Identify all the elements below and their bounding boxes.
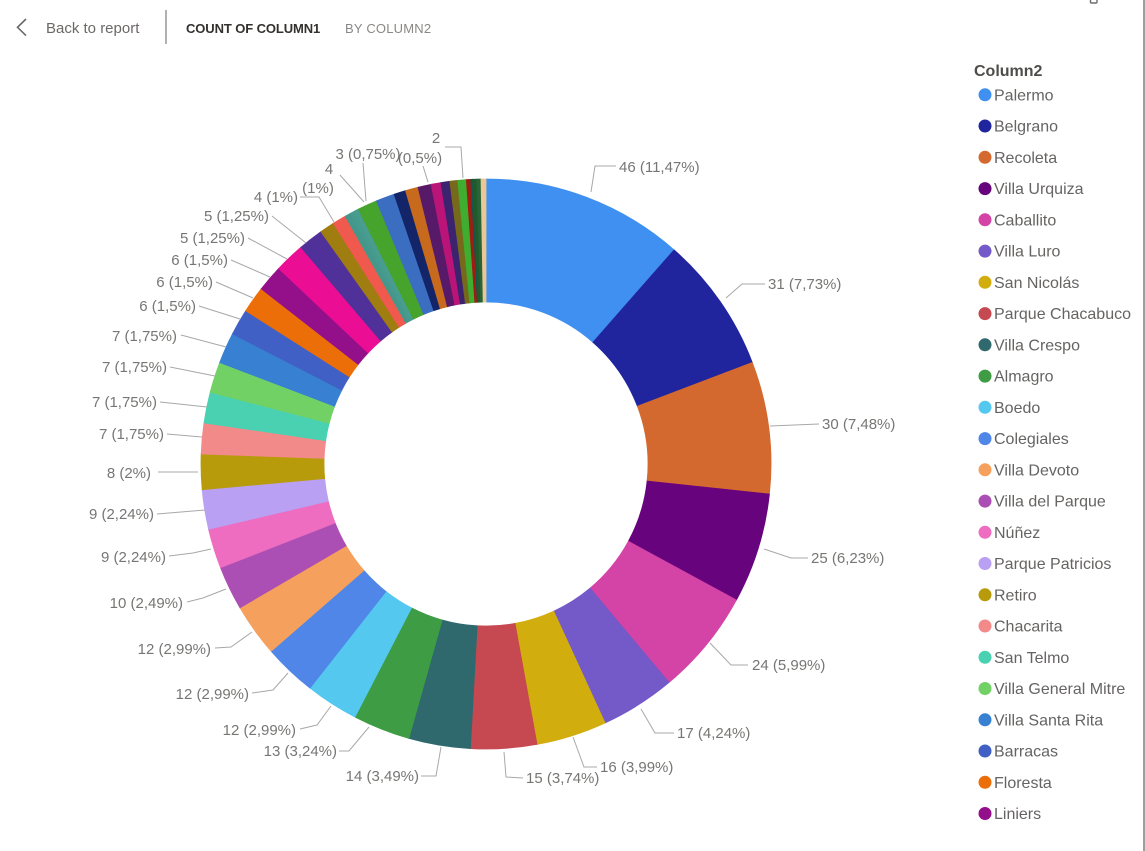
svg-text:Caballito: Caballito	[994, 212, 1056, 229]
svg-text:Parque Patricios: Parque Patricios	[994, 556, 1111, 573]
svg-text:7 (1,75%): 7 (1,75%)	[92, 394, 157, 411]
svg-text:Villa del Parque: Villa del Parque	[994, 494, 1106, 511]
svg-text:Parque Chacabuco: Parque Chacabuco	[994, 306, 1131, 323]
svg-text:Villa Devoto: Villa Devoto	[994, 462, 1079, 479]
svg-text:46 (11,47%): 46 (11,47%)	[619, 159, 700, 176]
svg-text:Almagro: Almagro	[994, 369, 1054, 386]
svg-text:31 (7,73%): 31 (7,73%)	[768, 276, 841, 293]
svg-text:12 (2,99%): 12 (2,99%)	[138, 641, 211, 658]
svg-text:2: 2	[432, 130, 440, 147]
svg-text:30 (7,48%): 30 (7,48%)	[822, 416, 895, 433]
svg-text:12 (2,99%): 12 (2,99%)	[223, 722, 296, 739]
svg-text:San Nicolás: San Nicolás	[994, 275, 1079, 292]
svg-text:6 (1,5%): 6 (1,5%)	[156, 274, 213, 291]
svg-text:12 (2,99%): 12 (2,99%)	[176, 686, 249, 703]
svg-text:San Telmo: San Telmo	[994, 650, 1069, 667]
svg-text:17 (4,24%): 17 (4,24%)	[677, 725, 750, 742]
svg-text:9 (2,24%): 9 (2,24%)	[89, 506, 154, 523]
svg-text:25 (6,23%): 25 (6,23%)	[811, 550, 884, 567]
svg-text:5 (1,25%): 5 (1,25%)	[180, 230, 245, 247]
svg-text:(0,5%): (0,5%)	[398, 150, 442, 167]
svg-text:14 (3,49%): 14 (3,49%)	[346, 768, 419, 785]
svg-text:Belgrano: Belgrano	[994, 119, 1058, 136]
svg-text:Boedo: Boedo	[994, 400, 1040, 417]
svg-text:Barracas: Barracas	[994, 744, 1058, 761]
svg-text:Floresta: Floresta	[994, 775, 1052, 792]
svg-text:Retiro: Retiro	[994, 587, 1037, 604]
svg-text:24 (5,99%): 24 (5,99%)	[752, 657, 825, 674]
svg-text:Recoleta: Recoleta	[994, 150, 1057, 167]
svg-text:6 (1,5%): 6 (1,5%)	[171, 252, 228, 269]
svg-text:Villa Santa Rita: Villa Santa Rita	[994, 712, 1103, 729]
svg-text:Villa Crespo: Villa Crespo	[994, 337, 1080, 354]
svg-text:6 (1,5%): 6 (1,5%)	[139, 298, 196, 315]
svg-text:16 (3,99%): 16 (3,99%)	[600, 759, 673, 776]
svg-text:Colegiales: Colegiales	[994, 431, 1069, 448]
svg-text:Villa Luro: Villa Luro	[994, 244, 1061, 261]
svg-text:8 (2%): 8 (2%)	[107, 465, 151, 482]
svg-text:4 (1%): 4 (1%)	[254, 189, 298, 206]
svg-text:3 (0,75%): 3 (0,75%)	[335, 146, 400, 163]
svg-text:(1%): (1%)	[302, 180, 334, 197]
svg-text:Núñez: Núñez	[994, 525, 1040, 542]
svg-text:Villa Urquiza: Villa Urquiza	[994, 181, 1084, 198]
svg-text:7 (1,75%): 7 (1,75%)	[112, 328, 177, 345]
svg-text:10 (2,49%): 10 (2,49%)	[110, 595, 183, 612]
svg-text:Villa General Mitre: Villa General Mitre	[994, 681, 1125, 698]
svg-text:Chacarita: Chacarita	[994, 619, 1063, 636]
svg-text:Column2: Column2	[974, 63, 1043, 80]
svg-text:7 (1,75%): 7 (1,75%)	[102, 359, 167, 376]
svg-text:7 (1,75%): 7 (1,75%)	[99, 426, 164, 443]
svg-text:15 (3,74%): 15 (3,74%)	[526, 770, 599, 787]
svg-text:Palermo: Palermo	[994, 87, 1054, 104]
svg-text:9 (2,24%): 9 (2,24%)	[101, 549, 166, 566]
svg-text:13 (3,24%): 13 (3,24%)	[264, 743, 337, 760]
svg-text:Liniers: Liniers	[994, 806, 1041, 823]
svg-text:4: 4	[325, 161, 333, 178]
svg-text:5 (1,25%): 5 (1,25%)	[204, 208, 269, 225]
